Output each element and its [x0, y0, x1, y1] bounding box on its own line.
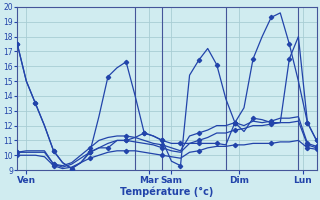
X-axis label: Température (°c): Température (°c)	[120, 186, 213, 197]
